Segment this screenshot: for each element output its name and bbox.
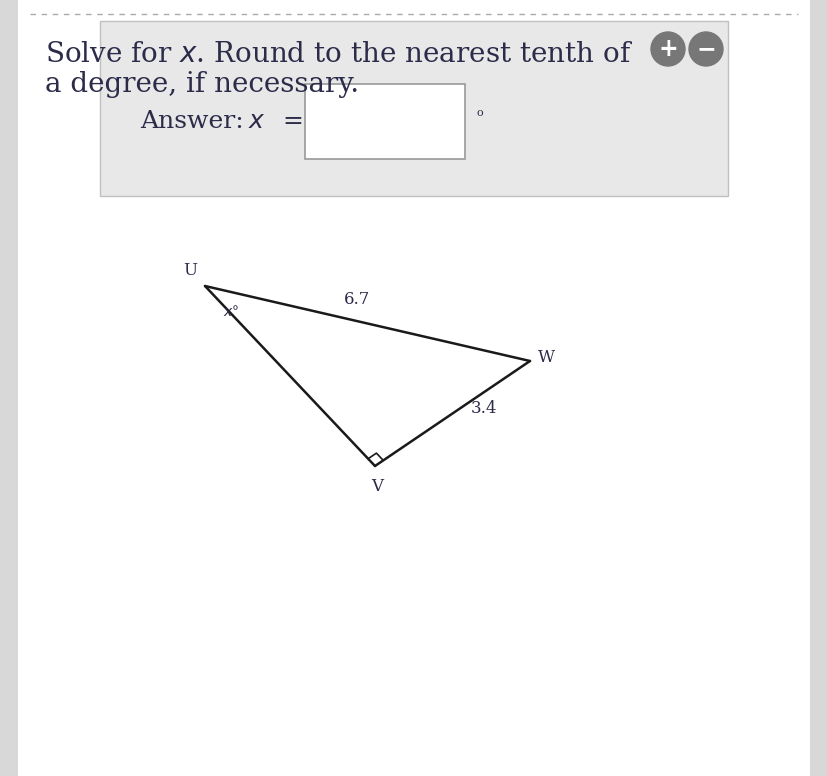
FancyBboxPatch shape: [100, 21, 727, 196]
Text: 6.7: 6.7: [344, 290, 370, 307]
Text: W: W: [538, 348, 554, 365]
Circle shape: [688, 32, 722, 66]
Bar: [0, 0, 18, 776]
Text: Answer:: Answer:: [140, 109, 260, 133]
Text: V: V: [370, 478, 383, 495]
Text: o: o: [476, 108, 483, 118]
Circle shape: [650, 32, 684, 66]
FancyBboxPatch shape: [304, 84, 465, 159]
Text: −: −: [696, 37, 715, 61]
Text: $x$: $x$: [248, 109, 265, 133]
Bar: [809, 0, 827, 776]
Text: U: U: [183, 262, 197, 279]
Text: $x$°: $x$°: [222, 304, 239, 319]
Text: a degree, if necessary.: a degree, if necessary.: [45, 71, 359, 98]
Text: $=$: $=$: [270, 109, 303, 133]
Text: Solve for $x$. Round to the nearest tenth of: Solve for $x$. Round to the nearest tent…: [45, 41, 633, 68]
Text: 3.4: 3.4: [470, 400, 496, 417]
Text: +: +: [657, 37, 677, 61]
